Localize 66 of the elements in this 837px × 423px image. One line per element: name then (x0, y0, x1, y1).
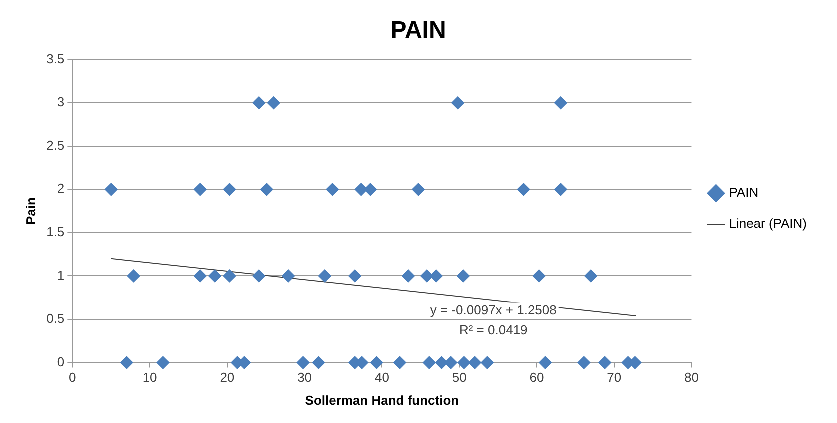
legend-label: PAIN (729, 185, 759, 200)
point (252, 270, 266, 283)
point (296, 356, 310, 370)
point (578, 356, 591, 370)
point (208, 270, 222, 283)
point (267, 96, 280, 110)
point (422, 356, 436, 370)
point (252, 96, 266, 110)
point (402, 270, 416, 283)
point (354, 183, 368, 196)
x-tick-label: 10 (142, 370, 158, 386)
y-tick-label: 3.5 (46, 51, 65, 66)
point (127, 270, 140, 283)
point (468, 356, 482, 370)
y-tick-label: 2 (57, 181, 65, 196)
y-tick-label: 0.5 (46, 311, 65, 326)
point (223, 270, 236, 283)
y-tick-label: 2.5 (46, 138, 65, 153)
x-tick-label: 80 (684, 370, 699, 386)
x-tick-label: 50 (452, 370, 467, 386)
y-axis-title: Pain (23, 198, 38, 226)
point (312, 356, 326, 370)
point (348, 270, 362, 283)
y-tick-label: 1.5 (46, 224, 65, 240)
legend-label: Linear (PAIN) (729, 216, 808, 232)
point (370, 356, 384, 370)
y-tick-label: 1 (57, 268, 65, 283)
point (282, 270, 296, 283)
point (326, 183, 340, 196)
point (120, 356, 134, 370)
point (458, 356, 471, 370)
annotation: R² = 0.0419 (459, 322, 528, 338)
annotation: y = -0.0097x + 1.2508 (430, 302, 557, 318)
x-tick-label: 60 (530, 370, 544, 386)
point (318, 270, 332, 283)
point (430, 270, 443, 283)
chart-title: PAIN (390, 17, 446, 44)
point (364, 183, 378, 196)
point (194, 183, 207, 196)
point (223, 183, 236, 196)
point (194, 270, 207, 283)
point (456, 270, 470, 283)
point (393, 356, 406, 370)
x-tick-label: 70 (607, 370, 622, 386)
x-tick-label: 0 (69, 370, 76, 386)
point (156, 356, 170, 370)
point (412, 183, 426, 196)
y-tick-label: 0 (57, 354, 65, 370)
x-tick-label: 30 (298, 370, 312, 386)
point (452, 96, 465, 110)
point (104, 183, 118, 196)
point (260, 183, 274, 196)
point (598, 356, 612, 370)
y-tick-label: 3 (57, 94, 65, 110)
point (554, 96, 568, 110)
point (532, 270, 546, 283)
x-tick-label: 20 (220, 370, 235, 386)
point (435, 356, 448, 370)
point (584, 270, 598, 283)
point (538, 356, 552, 370)
x-tick-label: 40 (374, 370, 390, 386)
point (517, 183, 530, 196)
point (554, 183, 568, 196)
x-axis-title: Sollerman Hand function (305, 392, 460, 408)
point (444, 356, 458, 370)
point (480, 356, 494, 370)
